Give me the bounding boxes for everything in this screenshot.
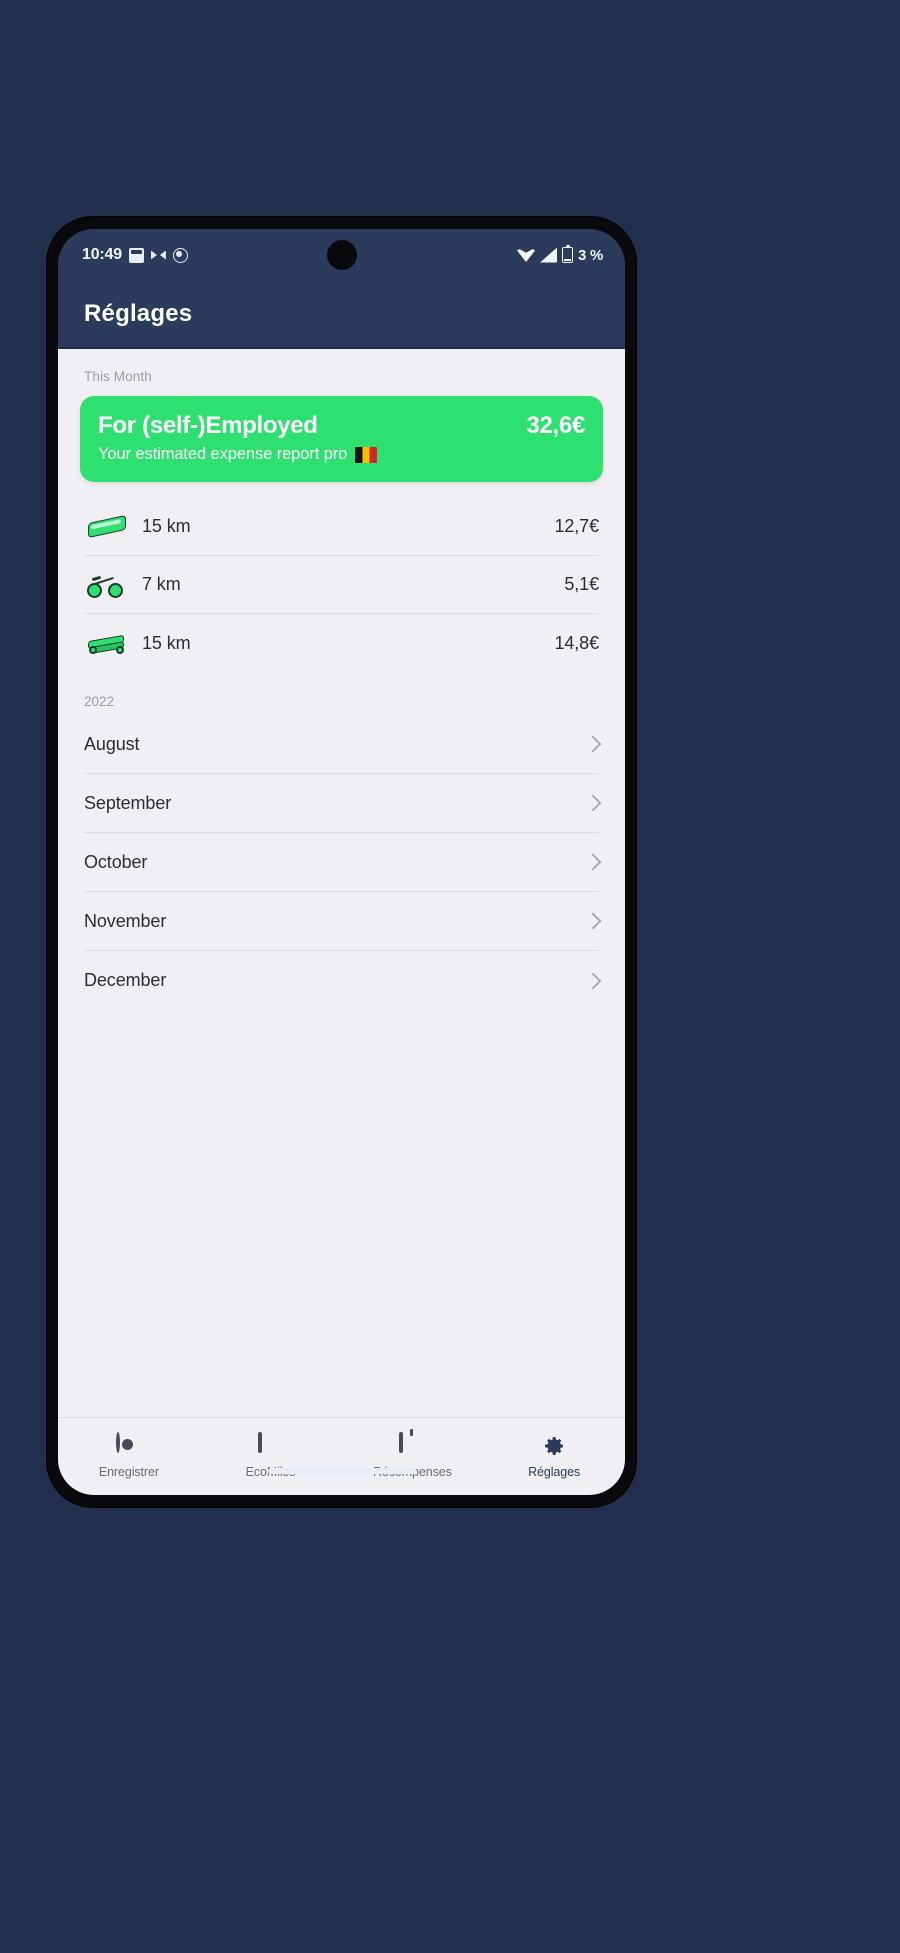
drive-icon xyxy=(172,247,188,263)
calculator-icon xyxy=(128,247,144,263)
this-month-label: This Month xyxy=(84,369,152,384)
camera-punch-hole xyxy=(326,240,357,270)
wifi-icon xyxy=(517,249,536,262)
app-bar: Réglages xyxy=(58,281,625,349)
phone-screen: 10:49 3 % Réglages This Mon xyxy=(58,229,625,1495)
status-time: 10:49 xyxy=(82,246,122,263)
chevron-right-icon xyxy=(584,912,602,930)
month-list: August September October November xyxy=(84,715,602,1010)
chevron-right-icon xyxy=(584,794,602,812)
swap-icon xyxy=(151,248,166,263)
gift-icon xyxy=(399,1432,425,1458)
table-row[interactable]: 15 km 12,7€ xyxy=(84,498,599,556)
train-icon xyxy=(84,510,132,544)
month-name: December xyxy=(84,970,167,990)
chevron-right-icon xyxy=(584,972,602,989)
summary-card-top-row: For (self-)Employed 32,6€ xyxy=(98,412,585,440)
status-bar-right: 3 % xyxy=(517,244,603,264)
table-row[interactable]: 15 km 14,8€ xyxy=(84,614,599,672)
list-item[interactable]: August xyxy=(84,715,602,774)
battery-icon xyxy=(562,244,574,263)
page-title: Réglages xyxy=(84,300,193,327)
transport-distance: 7 km xyxy=(142,574,181,594)
list-item[interactable]: October xyxy=(84,833,602,892)
summary-card-subtitle-row: Your estimated expense report pro xyxy=(98,445,585,464)
phone-frame: 10:49 3 % Réglages This Mon xyxy=(47,217,636,1507)
transport-amount: 5,1€ xyxy=(564,574,599,594)
tab-label: Réglages xyxy=(528,1465,581,1479)
list-item[interactable]: November xyxy=(84,892,602,951)
month-name: October xyxy=(84,851,148,872)
month-name: August xyxy=(84,733,140,754)
status-bar: 10:49 3 % xyxy=(58,229,625,281)
summary-card-subtitle: Your estimated expense report pro xyxy=(98,445,348,463)
transport-amount: 12,7€ xyxy=(554,516,599,536)
chevron-right-icon xyxy=(584,853,602,871)
summary-card-amount: 32,6€ xyxy=(526,412,585,439)
record-icon xyxy=(115,1432,142,1458)
chevron-right-icon xyxy=(584,735,602,753)
content-area: This Month For (self-)Employed 32,6€ You… xyxy=(58,349,625,1417)
signal-icon xyxy=(540,247,558,263)
transport-list: 15 km 12,7€ 7 km xyxy=(84,498,599,672)
tab-label: Enregistrer xyxy=(98,1465,159,1479)
table-row[interactable]: 7 km 5,1€ xyxy=(84,556,599,614)
battery-percent: 3 % xyxy=(578,246,603,264)
month-name: November xyxy=(84,910,167,931)
status-bar-left: 10:49 xyxy=(82,246,188,264)
transport-distance: 15 km xyxy=(142,516,191,536)
tab-recompenses[interactable]: Récompenses xyxy=(342,1418,484,1495)
tab-ecomiles[interactable]: EcoMiles xyxy=(200,1418,342,1495)
transport-amount: 14,8€ xyxy=(554,632,599,653)
year-label: 2022 xyxy=(84,694,115,709)
belgium-flag-icon xyxy=(355,446,378,463)
transport-distance: 15 km xyxy=(142,632,191,653)
tab-reglages[interactable]: Réglages xyxy=(483,1418,625,1495)
scooter-icon xyxy=(84,626,132,660)
month-name: September xyxy=(84,792,172,813)
expense-summary-card[interactable]: For (self-)Employed 32,6€ Your estimated… xyxy=(80,396,603,482)
home-indicator[interactable] xyxy=(267,1468,416,1474)
gear-icon xyxy=(542,1434,566,1458)
tab-enregistrer[interactable]: Enregistrer xyxy=(58,1418,200,1495)
list-item[interactable]: September xyxy=(84,774,602,833)
card-icon xyxy=(257,1432,284,1458)
list-item[interactable]: December xyxy=(84,951,602,1010)
bottom-navigation-bar: Enregistrer EcoMiles Récompenses xyxy=(58,1417,625,1495)
summary-card-title: For (self-)Employed xyxy=(98,412,318,439)
bicycle-icon xyxy=(84,568,132,602)
